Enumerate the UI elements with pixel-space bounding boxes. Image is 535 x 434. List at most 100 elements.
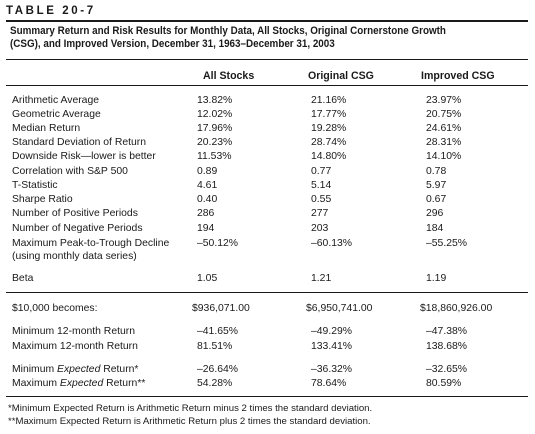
cell-improved-csg: –32.65% <box>426 364 468 375</box>
table-row: Sharpe Ratio 0.40 0.55 0.67 <box>0 193 535 206</box>
cell-all-stocks: 4.61 <box>197 180 218 191</box>
table-row: Downside Risk—lower is better 11.53% 14.… <box>0 150 535 163</box>
cell-all-stocks: 0.89 <box>197 166 218 177</box>
footnote: *Minimum Expected Return is Arithmetic R… <box>8 403 373 414</box>
cell-all-stocks: –26.64% <box>197 364 239 375</box>
table-row: Number of Negative Periods 194 203 184 <box>0 222 535 235</box>
table-row: Maximum 12-month Return 81.51% 133.41% 1… <box>0 340 535 353</box>
cell-all-stocks: –41.65% <box>197 326 239 337</box>
cell-original-csg: 14.80% <box>311 151 347 162</box>
cell-improved-csg: 14.10% <box>426 151 462 162</box>
cell-all-stocks: 12.02% <box>197 109 233 120</box>
row-label: Standard Deviation of Return <box>12 137 147 148</box>
table-row: Number of Positive Periods 286 277 296 <box>0 207 535 220</box>
title-rule <box>6 59 528 60</box>
row-label: Maximum Expected Return** <box>12 377 145 390</box>
cell-original-csg: –36.32% <box>311 364 353 375</box>
row-label: T-Statistic <box>12 180 58 191</box>
cell-original-csg: 19.28% <box>311 123 347 134</box>
cell-original-csg: 5.14 <box>311 180 332 191</box>
cell-all-stocks: 11.53% <box>197 151 232 162</box>
cell-all-stocks: 17.96% <box>197 123 233 134</box>
cell-all-stocks: 13.82% <box>197 95 233 106</box>
cell-improved-csg: 296 <box>426 208 444 219</box>
cell-improved-csg: 184 <box>426 223 444 234</box>
cell-original-csg: $6,950,741.00 <box>306 303 373 314</box>
cell-improved-csg: 28.31% <box>426 137 462 148</box>
row-label: Geometric Average <box>12 109 101 120</box>
cell-original-csg: –60.13% <box>311 238 353 249</box>
row-label-emphasis: Expected <box>59 378 104 389</box>
row-label-prefix: Maximum <box>12 378 60 389</box>
cell-original-csg: 0.77 <box>311 166 332 177</box>
cell-all-stocks: 0.40 <box>197 194 218 205</box>
row-label: $10,000 becomes: <box>12 303 98 314</box>
cell-improved-csg: 80.59% <box>426 378 462 389</box>
row-label: Sharpe Ratio <box>12 194 73 205</box>
table-row: Correlation with S&P 500 0.89 0.77 0.78 <box>0 165 535 178</box>
row-label: Median Return <box>12 123 81 134</box>
cell-original-csg: –49.29% <box>311 326 353 337</box>
cell-original-csg: 28.74% <box>311 137 347 148</box>
cell-original-csg: 277 <box>311 208 329 219</box>
row-label: Beta <box>12 273 34 284</box>
cell-improved-csg: –47.38% <box>426 326 468 337</box>
cell-all-stocks: 194 <box>197 223 215 234</box>
table-row: Arithmetic Average 13.82% 21.16% 23.97% <box>0 94 535 107</box>
table-row: T-Statistic 4.61 5.14 5.97 <box>0 179 535 192</box>
cell-all-stocks: 54.28% <box>197 378 233 389</box>
table-title: Summary Return and Risk Results for Mont… <box>10 25 484 51</box>
table-row: Maximum Expected Return** 54.28% 78.64% … <box>0 377 535 390</box>
cell-all-stocks: 1.05 <box>197 273 218 284</box>
cell-improved-csg: 24.61% <box>426 123 462 134</box>
row-label: Number of Positive Periods <box>12 208 138 219</box>
cell-all-stocks: $936,071.00 <box>192 303 250 314</box>
cell-original-csg: 1.21 <box>311 273 332 284</box>
row-label: Maximum Peak-to-Trough Decline <box>12 238 170 249</box>
row-label: Correlation with S&P 500 <box>12 166 128 177</box>
table-row: Minimum 12-month Return –41.65% –49.29% … <box>0 325 535 338</box>
cell-improved-csg: 1.19 <box>426 273 447 284</box>
cell-improved-csg: 5.97 <box>426 180 447 191</box>
section-rule <box>6 292 528 293</box>
cell-all-stocks: 20.23% <box>197 137 233 148</box>
row-label: Number of Negative Periods <box>12 223 143 234</box>
cell-improved-csg: 23.97% <box>426 95 462 106</box>
row-label-suffix: Return** <box>103 378 146 389</box>
table-row: Geometric Average 12.02% 17.77% 20.75% <box>0 108 535 121</box>
cell-original-csg: 133.41% <box>311 341 353 352</box>
table-row: Beta 1.05 1.21 1.19 <box>0 272 535 285</box>
table-row: Standard Deviation of Return 20.23% 28.7… <box>0 136 535 149</box>
cell-all-stocks: 286 <box>197 208 215 219</box>
row-label: Minimum Expected Return* <box>12 363 138 376</box>
title-line: Summary Return and Risk Results for Mont… <box>10 25 446 37</box>
footnote: **Maximum Expected Return is Arithmetic … <box>8 416 371 427</box>
row-label-prefix: Minimum <box>12 364 58 375</box>
cell-improved-csg: 20.75% <box>426 109 462 120</box>
cell-original-csg: 17.77% <box>311 109 347 120</box>
row-label: Downside Risk—lower is better <box>12 151 156 162</box>
title-line: (CSG), and Improved Version, December 31… <box>10 38 335 50</box>
cell-original-csg: 21.16% <box>311 95 347 106</box>
table-row: $10,000 becomes: $936,071.00 $6,950,741.… <box>0 302 535 315</box>
row-label-note: (using monthly data series) <box>12 251 137 262</box>
row-label: Minimum 12-month Return <box>12 326 135 337</box>
table-row: Minimum Expected Return* –26.64% –36.32%… <box>0 363 535 376</box>
table-row: Median Return 17.96% 19.28% 24.61% <box>0 122 535 135</box>
cell-improved-csg: $18,860,926.00 <box>420 303 493 314</box>
cell-original-csg: 203 <box>311 223 329 234</box>
cell-improved-csg: 0.67 <box>426 194 447 205</box>
cell-improved-csg: 0.78 <box>426 166 447 177</box>
cell-all-stocks: –50.12% <box>197 238 239 249</box>
table-row: Maximum Peak-to-Trough Decline (using mo… <box>0 237 535 264</box>
row-label-emphasis: Expected <box>57 364 101 375</box>
table-label: TABLE 20-7 <box>6 5 96 17</box>
cell-improved-csg: –55.25% <box>426 238 468 249</box>
header-rule <box>6 85 528 86</box>
row-label-suffix: Return* <box>100 364 139 375</box>
row-label: Maximum 12-month Return <box>12 341 138 352</box>
row-label: Arithmetic Average <box>12 95 100 106</box>
column-header-original-csg: Original CSG <box>308 70 374 82</box>
cell-original-csg: 0.55 <box>311 194 332 205</box>
footnote-rule <box>6 396 528 397</box>
